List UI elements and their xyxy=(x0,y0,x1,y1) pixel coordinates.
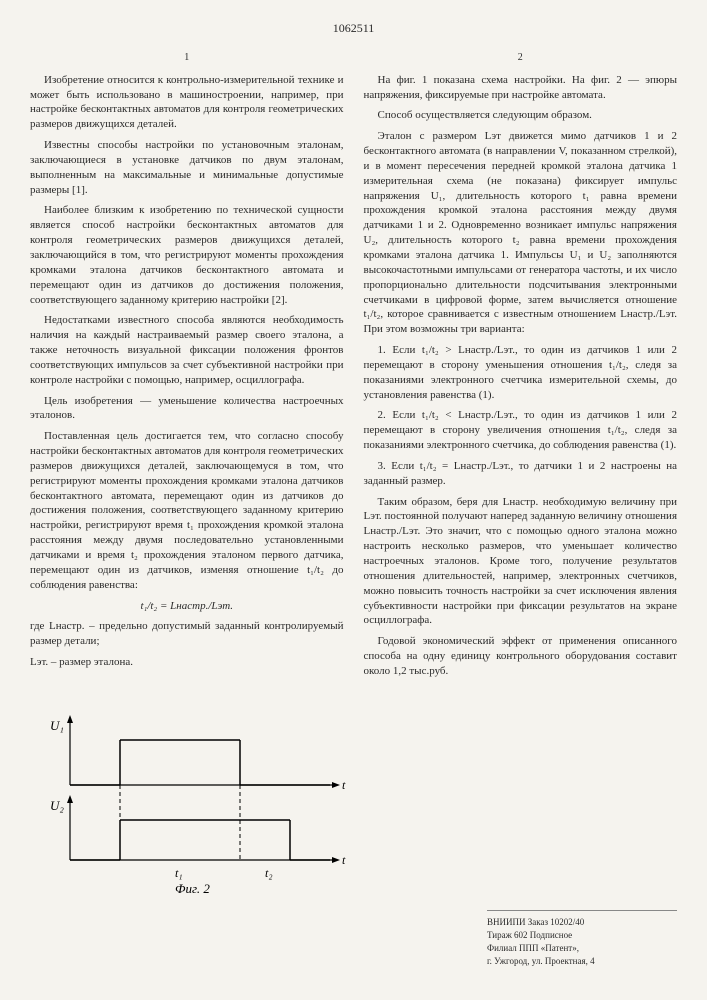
para: Цель изобретения — уменьшение количества… xyxy=(30,394,344,424)
para: Lэт. – размер эталона. xyxy=(30,655,344,670)
figure-2-diagram: U₁ t U₂ t t₁ t₂ Фиг. 2 xyxy=(30,705,360,900)
para: Поставленная цель достигается тем, что с… xyxy=(30,429,344,592)
u2-label: U₂ xyxy=(50,798,64,813)
left-col-number: 1 xyxy=(30,51,344,65)
para: где Lнастр. – предельно допустимый задан… xyxy=(30,619,344,649)
page-number: 1062511 xyxy=(30,20,677,36)
footer-line: ВНИИПИ Заказ 10202/40 xyxy=(487,916,677,928)
figure-caption: Фиг. 2 xyxy=(175,881,210,895)
t-axis-label-2: t xyxy=(342,853,346,867)
para: Недостатками известного способа являются… xyxy=(30,313,344,387)
para: 3. Если t₁/t₂ = Lнастр./Lэт., то датчики… xyxy=(364,459,678,489)
footer-line: г. Ужгород, ул. Проектная, 4 xyxy=(487,955,677,967)
para: Эталон с размером Lэт движется мимо датч… xyxy=(364,129,678,337)
para: Изобретение относится к контрольно-измер… xyxy=(30,73,344,132)
para: На фиг. 1 показана схема настройки. На ф… xyxy=(364,73,678,103)
text-columns: 1 Изобретение относится к контрольно-изм… xyxy=(30,51,677,685)
para: Годовой экономический эффект от применен… xyxy=(364,634,678,679)
t1-label: t₁ xyxy=(175,866,183,880)
publisher-footer: ВНИИПИ Заказ 10202/40 Тираж 602 Подписно… xyxy=(487,910,677,969)
para: Наиболее близким к изобретению по технич… xyxy=(30,203,344,307)
para: Известны способы настройки по установочн… xyxy=(30,138,344,197)
left-column: 1 Изобретение относится к контрольно-изм… xyxy=(30,51,344,685)
formula: t₁/t₂ = Lнастр./Lэт. xyxy=(30,599,344,614)
right-col-number: 2 xyxy=(364,51,678,65)
para: Таким образом, беря для Lнастр. необходи… xyxy=(364,495,678,629)
t-axis-label: t xyxy=(342,778,346,792)
footer-line: Тираж 602 Подписное xyxy=(487,929,677,941)
para: 2. Если t₁/t₂ < Lнастр./Lэт., то один из… xyxy=(364,408,678,453)
timing-diagram-svg: U₁ t U₂ t t₁ t₂ Фиг. 2 xyxy=(30,705,360,895)
para: Способ осуществляется следующим образом. xyxy=(364,108,678,123)
u1-label: U₁ xyxy=(50,718,64,733)
para: 1. Если t₁/t₂ > Lнастр./Lэт., то один из… xyxy=(364,343,678,402)
right-column: 2 На фиг. 1 показана схема настройки. На… xyxy=(364,51,678,685)
footer-line: Филиал ППП «Патент», xyxy=(487,942,677,954)
t2-label: t₂ xyxy=(265,866,273,880)
